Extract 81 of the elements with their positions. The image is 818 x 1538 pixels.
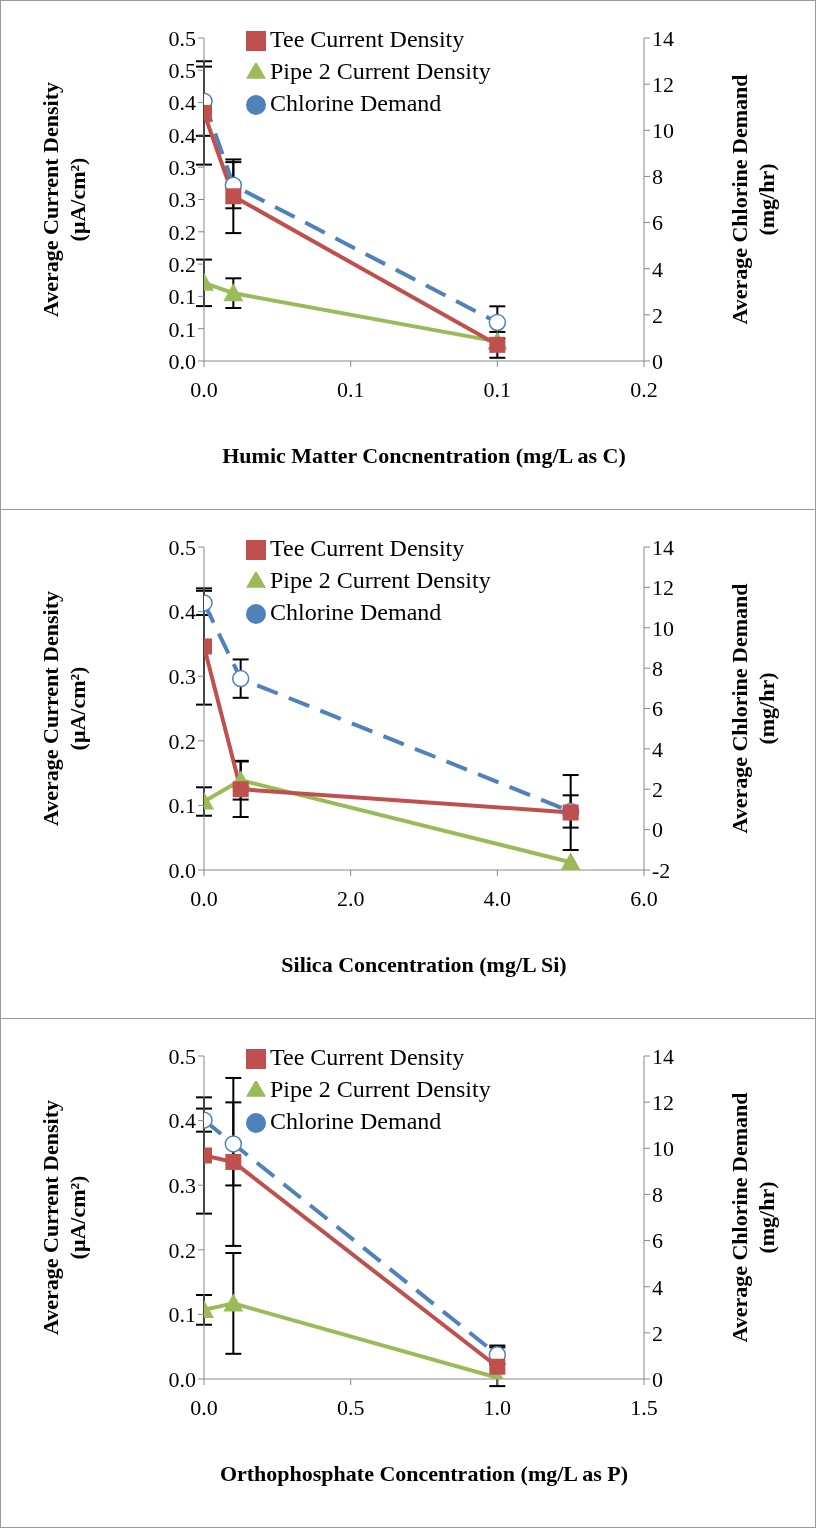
y2-tick-label: 8	[652, 164, 663, 190]
x-tick-label: 0.0	[190, 1394, 218, 1420]
y2-tick-label: -2	[652, 857, 671, 883]
y2-tick-label: 10	[652, 1136, 674, 1162]
legend-label: Pipe 2 Current Density	[270, 567, 491, 593]
x-tick-label: 0.1	[483, 376, 512, 402]
y2-axis-title: Average Chlorine Demand (mg/hr)	[727, 1092, 779, 1343]
y2-tick-label: 4	[652, 736, 663, 762]
y2-tick-label: 8	[652, 1182, 663, 1208]
x-tick-label: 4.0	[483, 885, 512, 911]
y2-tick-label: 2	[652, 1320, 663, 1346]
y2-tick-label: 4	[652, 256, 663, 282]
y2-tick-label: 0	[652, 817, 663, 843]
y2-tick-label: 10	[652, 615, 674, 641]
y2-tick-label: 0	[652, 1366, 663, 1392]
y-tick-label: 0.0	[168, 857, 196, 883]
y-tick-label: 0.2	[168, 1237, 196, 1263]
y-tick-label: 0.0	[168, 1366, 196, 1392]
y-tick-label: 0.3	[168, 1173, 196, 1199]
x-tick-label: 0.2	[630, 376, 658, 402]
y-axis-title: Average Current Density (μA/cm²)	[38, 590, 90, 827]
y-tick-label: 0.0	[168, 348, 196, 374]
y2-tick-label: 2	[652, 302, 663, 328]
x-tick-label: 0.0	[190, 885, 218, 911]
y2-tick-label: 6	[652, 1228, 663, 1254]
y2-tick-label: 14	[652, 25, 674, 51]
y2-tick-label: 12	[652, 1089, 674, 1115]
legend-label: Pipe 2 Current Density	[270, 58, 491, 84]
y-tick-label: 0.1	[168, 316, 196, 342]
y-tick-label: 0.4	[168, 599, 196, 625]
y-tick-label: 0.4	[168, 122, 196, 148]
y-tick-label: 0.3	[168, 155, 196, 181]
legend-label: Tee Current Density	[270, 535, 465, 561]
point	[489, 336, 506, 353]
y2-tick-label: 6	[652, 210, 663, 236]
point	[489, 1358, 506, 1375]
y-tick-label: 0.4	[168, 1108, 196, 1134]
x-tick-label: 2.0	[336, 885, 365, 911]
legend-label: Chlorine Demand	[270, 599, 442, 625]
y-tick-label: 0.5	[168, 534, 196, 560]
y2-axis-title: Average Chlorine Demand (mg/hr)	[727, 583, 779, 834]
y-axis-title: Average Current Density (μA/cm²)	[38, 81, 90, 318]
y-tick-label: 0.2	[168, 728, 196, 754]
x-tick-label: 1.5	[630, 1394, 658, 1420]
x-axis-title: Orthophosphate Concentration (mg/L as P)	[219, 1461, 629, 1486]
x-axis-title: Humic Matter Concnentration (mg/L as C)	[222, 443, 626, 468]
y-tick-label: 0.3	[168, 664, 196, 690]
y-tick-label: 0.2	[168, 219, 196, 245]
y-tick-label: 0.4	[168, 90, 196, 116]
y-axis-title: Average Current Density (μA/cm²)	[38, 1099, 90, 1336]
y2-tick-label: 12	[652, 575, 674, 601]
y2-axis-title: Average Chlorine Demand (mg/hr)	[727, 74, 779, 325]
x-tick-label: 0.5	[336, 1394, 365, 1420]
x-tick-label: 1.0	[483, 1394, 512, 1420]
y-tick-label: 0.5	[168, 1043, 196, 1069]
y2-tick-label: 2	[652, 777, 663, 803]
y2-tick-label: 0	[652, 348, 663, 374]
legend-label: Tee Current Density	[270, 1044, 465, 1070]
legend-label: Pipe 2 Current Density	[270, 1076, 491, 1102]
y-tick-label: 0.3	[168, 187, 196, 213]
legend-label: Chlorine Demand	[270, 90, 442, 116]
legend-label: Chlorine Demand	[270, 1108, 442, 1134]
x-tick-label: 0.0	[190, 376, 218, 402]
y2-tick-label: 12	[652, 71, 674, 97]
x-tick-label: 0.1	[336, 376, 365, 402]
y2-tick-label: 4	[652, 1274, 663, 1300]
y2-tick-label: 10	[652, 118, 674, 144]
y2-tick-label: 8	[652, 655, 663, 681]
x-tick-label: 6.0	[630, 885, 658, 911]
point	[560, 852, 581, 870]
y2-tick-label: 6	[652, 696, 663, 722]
y-tick-label: 0.1	[168, 284, 196, 310]
y-tick-label: 0.5	[168, 58, 196, 84]
y-tick-label: 0.1	[168, 793, 196, 819]
y-tick-label: 0.2	[168, 251, 196, 277]
y-tick-label: 0.5	[168, 25, 196, 51]
y-tick-label: 0.1	[168, 1302, 196, 1328]
x-axis-title: Silica Concentration (mg/L Si)	[281, 952, 567, 977]
y2-tick-label: 14	[652, 1043, 674, 1069]
y2-tick-label: 14	[652, 534, 674, 560]
legend-label: Tee Current Density	[270, 26, 465, 52]
